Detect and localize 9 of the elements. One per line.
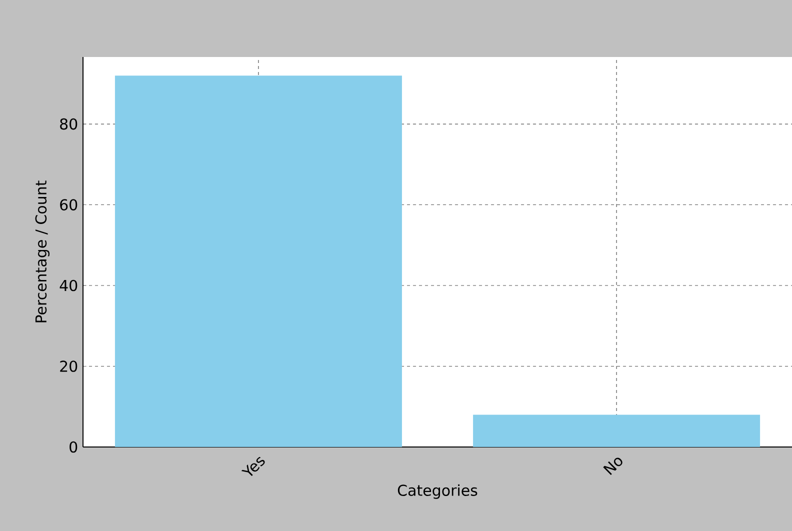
- y-tick-label: 0: [70, 441, 78, 453]
- y-tick-label: 20: [60, 360, 78, 372]
- y-tick-label: 80: [60, 118, 78, 130]
- x-tick-label: Yes: [241, 456, 265, 476]
- y-axis-title: Percentage / Count: [35, 180, 50, 322]
- x-axis-title: Categories: [398, 484, 478, 499]
- y-tick-label: 60: [60, 199, 78, 210]
- x-tick-label: No: [603, 458, 622, 476]
- y-tick-label: 40: [60, 280, 78, 292]
